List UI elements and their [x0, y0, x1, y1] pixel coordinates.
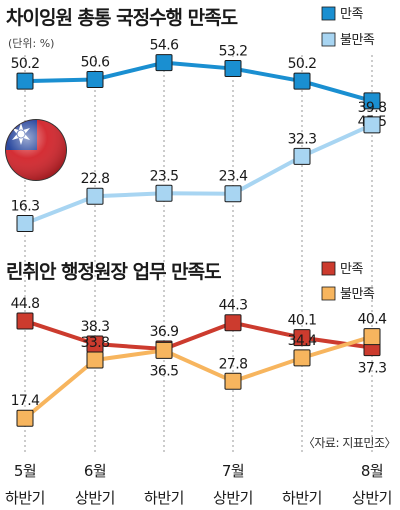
chart2-series-1-point-3 [224, 372, 242, 390]
x-tick-half-4: 하반기 [282, 489, 322, 507]
chart2-series-1-value-1: 33.8 [81, 335, 110, 351]
chart2-series-1-value-5: 40.4 [358, 312, 387, 328]
chart1-series-1-point-5 [363, 116, 381, 134]
chart2-series-1-point-5 [363, 328, 381, 346]
x-tick-half-5: 상반기 [352, 489, 392, 507]
chart1-series-1-value-0: 16.3 [11, 199, 40, 215]
chart2-series-0-value-2: 36.9 [150, 324, 179, 340]
chart1-legend-satisfied-swatch [321, 6, 336, 21]
chart1-legend-satisfied-label: 만족 [340, 7, 363, 22]
chart1-series-1-value-3: 23.4 [219, 169, 248, 185]
x-tick-half-2: 하반기 [144, 489, 184, 507]
taiwan-flag-icon [5, 119, 67, 181]
chart2-legend-satisfied-swatch [321, 261, 336, 276]
chart1-series-1-point-4 [293, 147, 311, 165]
chart1-legend-dissatisfied-label: 불만족 [340, 33, 375, 48]
chart1-series-1-point-0 [16, 215, 34, 233]
chart1-series-1-point-3 [224, 185, 242, 203]
chart1-series-1-line [24, 123, 373, 226]
chart2-series-1-line [23, 334, 373, 420]
x-tick-half-3: 상반기 [213, 489, 253, 507]
series-layer: 50.250.654.653.250.245.516.322.823.523.4… [11, 38, 388, 427]
chart2-legend-dissatisfied-swatch [321, 286, 336, 301]
chart1-legend-dissatisfied-swatch [321, 32, 336, 47]
chart1-title: 차이잉원 총통 국정수행 만족도 [6, 7, 238, 29]
chart1-series-0-point-0 [16, 72, 34, 90]
source-note: 〈자료: 지표민조〉 [303, 436, 396, 450]
chart2-series-1-point-0 [16, 409, 34, 427]
x-tick-month-5: 8월 [361, 462, 383, 480]
chart1-series-1-point-1 [86, 187, 104, 205]
chart1-series-0-point-5 [363, 92, 381, 110]
chart2-series-1-point-2 [155, 341, 173, 359]
x-tick-month-0: 5월 [14, 462, 36, 480]
chart2-series-1-value-3: 27.8 [219, 356, 248, 372]
chart2-series-0-value-5: 37.3 [358, 361, 387, 377]
chart2-series-0-line [24, 319, 373, 352]
chart1-series-1-point-2 [155, 184, 173, 202]
chart1-unit-note: (단위: %) [8, 37, 54, 50]
chart2-series-0-value-1: 38.3 [81, 319, 110, 335]
chart2-legend-satisfied-label: 만족 [340, 262, 363, 277]
chart1-series-1-value-5: 39.8 [358, 100, 387, 116]
chart1-series-0-value-2: 54.6 [150, 38, 179, 54]
chart1-series-0-line [24, 60, 373, 103]
x-tick-half-1: 상반기 [75, 489, 115, 507]
chart1-series-0-point-2 [155, 54, 173, 72]
chart1-series-0-value-0: 50.2 [11, 56, 40, 72]
chart1-series-1-value-2: 23.5 [150, 168, 179, 184]
x-tick-month-3: 7월 [222, 462, 244, 480]
vertical-grid [24, 55, 373, 452]
chart2-series-1-value-2: 36.5 [150, 363, 179, 379]
x-tick-half-0: 하반기 [5, 489, 45, 507]
chart1-series-0-point-3 [224, 60, 242, 78]
chart1-series-1-value-1: 22.8 [81, 171, 110, 187]
chart1-series-1-value-4: 32.3 [288, 131, 317, 147]
chart2-series-1-point-1 [86, 351, 104, 369]
chart2-series-1-point-4 [293, 349, 311, 367]
chart2-title: 린취안 행정원장 업무 만족도 [6, 261, 221, 283]
chart1-series-0-point-4 [293, 72, 311, 90]
chart2-series-0-value-4: 40.1 [288, 313, 317, 329]
chart2-series-0-point-0 [16, 312, 34, 330]
chart2-series-0-point-3 [224, 314, 242, 332]
chart2-series-0-value-3: 44.3 [219, 298, 248, 314]
chart1-series-0-value-3: 53.2 [219, 44, 248, 60]
chart1-series-0-value-4: 50.2 [288, 56, 317, 72]
chart2-series-0-point-4 [293, 329, 311, 347]
chart1-series-0-point-1 [86, 70, 104, 88]
chart1-series-0-value-1: 50.6 [81, 54, 110, 70]
chart2-series-1-value-4: 34.4 [288, 333, 317, 349]
x-tick-month-1: 6월 [84, 462, 106, 480]
chart2-series-0-value-0: 44.8 [11, 296, 40, 312]
chart2-series-1-value-0: 17.4 [11, 393, 40, 409]
chart2-legend-dissatisfied-label: 불만족 [340, 287, 375, 302]
